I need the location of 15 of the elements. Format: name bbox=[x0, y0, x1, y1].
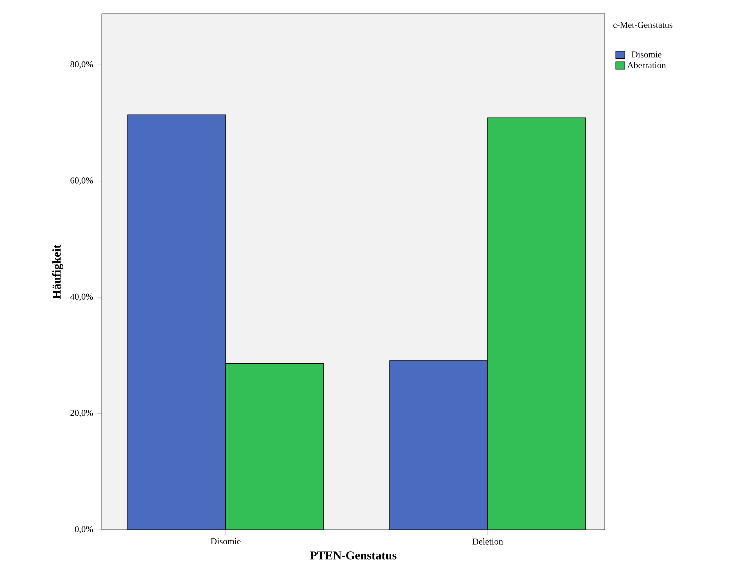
bar bbox=[128, 114, 226, 530]
y-tick-label: 80,0% bbox=[70, 61, 94, 69]
y-tick-label: 60,0% bbox=[70, 178, 94, 186]
bar bbox=[488, 118, 586, 530]
x-tick-label: Deletion bbox=[472, 538, 504, 545]
y-tick-label: 20,0% bbox=[70, 410, 94, 418]
bar bbox=[390, 360, 488, 530]
y-axis-title: Häufigkeit bbox=[52, 244, 64, 300]
y-tick-label: 40,0% bbox=[70, 294, 94, 302]
y-tick-label: 0,0% bbox=[75, 526, 94, 534]
legend-title: c-Met-Genstatus bbox=[614, 22, 673, 28]
legend-label: Disomie bbox=[632, 52, 662, 58]
bar bbox=[226, 364, 324, 530]
x-axis-title: PTEN-Genstatus bbox=[310, 552, 397, 560]
legend-label: Aberration bbox=[627, 62, 666, 68]
